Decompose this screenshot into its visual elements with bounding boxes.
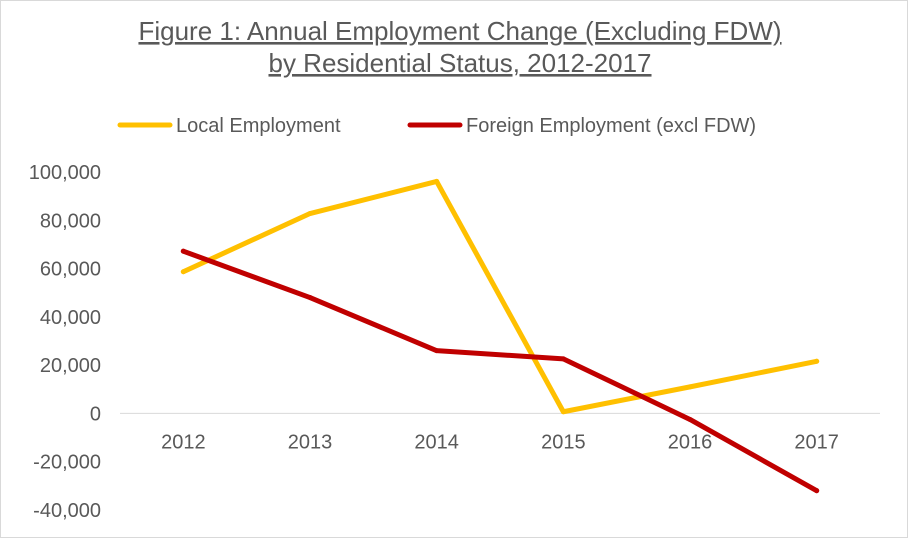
x-axis: 2012 2013 2014 2015 2016 2017 bbox=[161, 431, 839, 453]
y-axis: 100,000 80,000 60,000 40,000 20,000 0 -20,000 -… bbox=[29, 162, 101, 522]
local-data-point bbox=[180, 269, 186, 275]
y-tick-label: 100,000 bbox=[29, 162, 101, 184]
local-data-point bbox=[307, 211, 313, 217]
y-tick-label: 60,000 bbox=[40, 259, 101, 281]
chart-title: Figure 1: Annual Employment Change (Excl… bbox=[138, 16, 781, 46]
foreign-data-point bbox=[814, 488, 820, 494]
y-tick-label: -40,000 bbox=[33, 500, 101, 522]
x-tick-label: 2017 bbox=[794, 431, 839, 453]
foreign-data-point bbox=[434, 348, 440, 354]
legend: Local Employment Foreign Employment (exc… bbox=[117, 115, 756, 137]
y-tick-label: 20,000 bbox=[40, 355, 101, 377]
series-lines bbox=[180, 178, 820, 494]
series-line-foreign-employment bbox=[180, 248, 820, 494]
y-tick-label: -20,000 bbox=[33, 452, 101, 474]
y-tick-label: 40,000 bbox=[40, 307, 101, 329]
foreign-data-point bbox=[560, 356, 566, 362]
y-tick-label: 0 bbox=[90, 403, 101, 425]
local-data-point bbox=[434, 178, 440, 184]
foreign-data-point bbox=[180, 248, 186, 254]
x-tick-label: 2016 bbox=[668, 431, 713, 453]
x-tick-label: 2012 bbox=[161, 431, 206, 453]
foreign-data-point bbox=[307, 295, 313, 301]
local-data-point bbox=[560, 409, 566, 415]
y-tick-label: 80,000 bbox=[40, 210, 101, 232]
x-tick-label: 2013 bbox=[288, 431, 333, 453]
local-data-point bbox=[687, 384, 693, 390]
series-line-local-employment bbox=[180, 178, 820, 415]
chart-subtitle: by Residential Status, 2012-2017 bbox=[268, 48, 651, 78]
legend-label-local-employment: Local Employment bbox=[176, 115, 341, 137]
legend-label-foreign-employment: Foreign Employment (excl FDW) bbox=[466, 115, 756, 137]
local-data-point bbox=[814, 358, 820, 364]
x-tick-label: 2015 bbox=[541, 431, 586, 453]
x-tick-label: 2014 bbox=[414, 431, 459, 453]
foreign-data-point bbox=[687, 416, 693, 422]
